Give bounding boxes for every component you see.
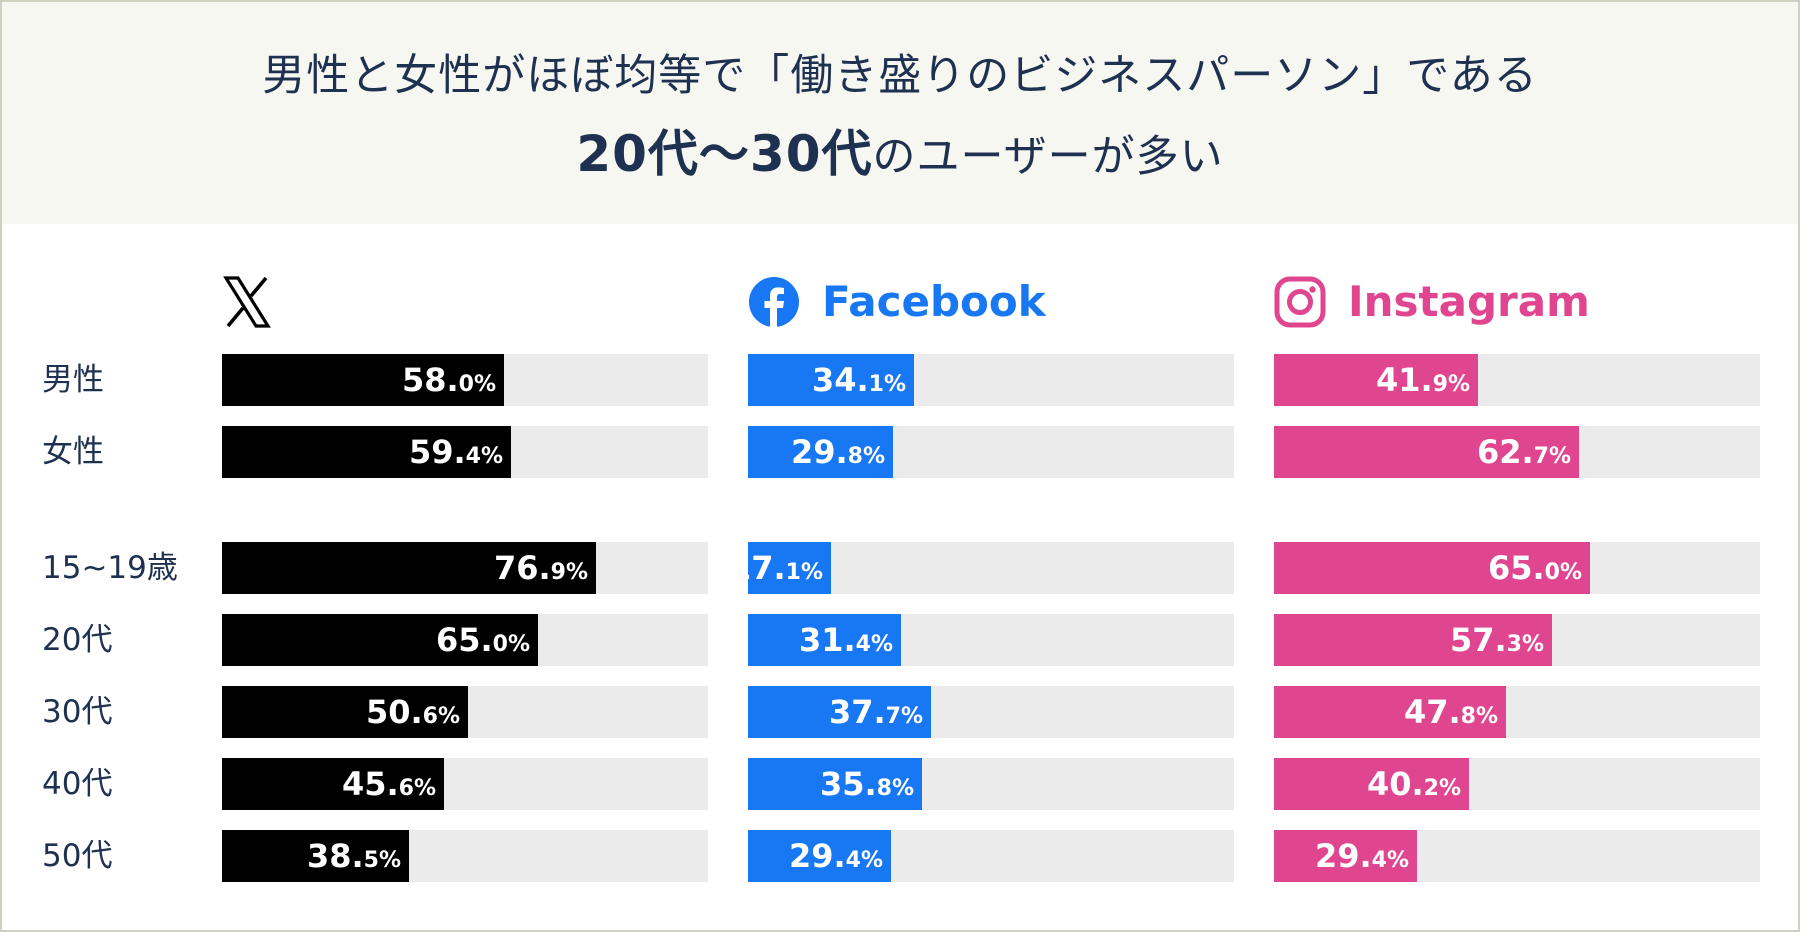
data-label: 50.6% bbox=[365, 693, 460, 731]
data-label: 40.2% bbox=[1366, 765, 1461, 803]
data-label: 47.8% bbox=[1403, 693, 1498, 731]
bar-track: 65.0% bbox=[222, 614, 708, 666]
instagram-icon bbox=[1274, 276, 1326, 328]
data-label: 58.0% bbox=[401, 361, 496, 399]
row-label: 50代 bbox=[42, 838, 113, 874]
bar-track: 50.6% bbox=[222, 686, 708, 738]
bar: 47.8% bbox=[1274, 686, 1506, 738]
x-logo-icon bbox=[223, 276, 271, 328]
bar: 59.4% bbox=[222, 426, 511, 478]
data-label: 76.9% bbox=[493, 549, 588, 587]
bar-track: 29.4% bbox=[1274, 830, 1760, 882]
bar: 45.6% bbox=[222, 758, 444, 810]
row-label: 15~19歳 bbox=[42, 550, 178, 586]
bar: 65.0% bbox=[222, 614, 538, 666]
bar-track: 34.1% bbox=[748, 354, 1234, 406]
bar: 31.4% bbox=[748, 614, 901, 666]
data-label: 37.7% bbox=[828, 693, 923, 731]
bar: 62.7% bbox=[1274, 426, 1579, 478]
bar: 58.0% bbox=[222, 354, 504, 406]
bar-track: 37.7% bbox=[748, 686, 1234, 738]
bar-track: 76.9% bbox=[222, 542, 708, 594]
data-label: 62.7% bbox=[1476, 433, 1571, 471]
data-label: 38.5% bbox=[306, 837, 401, 875]
bar-track: 41.9% bbox=[1274, 354, 1760, 406]
bar-track: 65.0% bbox=[1274, 542, 1760, 594]
bar: 57.3% bbox=[1274, 614, 1552, 666]
data-label: 31.4% bbox=[798, 621, 893, 659]
chart-title-rest: のユーザーが多い bbox=[872, 132, 1224, 182]
bar-track: 35.8% bbox=[748, 758, 1234, 810]
bar-track: 29.8% bbox=[748, 426, 1234, 478]
bar-track: 40.2% bbox=[1274, 758, 1760, 810]
bar: 35.8% bbox=[748, 758, 922, 810]
data-label: 34.1% bbox=[811, 361, 906, 399]
data-label: 59.4% bbox=[408, 433, 503, 471]
bar-track: 17.1% bbox=[729, 542, 1234, 594]
bar: 29.4% bbox=[748, 830, 891, 882]
bar: 29.4% bbox=[1274, 830, 1417, 882]
data-label: 57.3% bbox=[1449, 621, 1544, 659]
data-label: 41.9% bbox=[1375, 361, 1470, 399]
platform-name-instagram: Instagram bbox=[1348, 277, 1590, 326]
bar: 17.1% bbox=[729, 542, 831, 594]
data-label: 45.6% bbox=[341, 765, 436, 803]
data-label: 65.0% bbox=[1487, 549, 1582, 587]
bar: 41.9% bbox=[1274, 354, 1478, 406]
bar: 29.8% bbox=[748, 426, 893, 478]
bar: 50.6% bbox=[222, 686, 468, 738]
platform-name-facebook: Facebook bbox=[822, 277, 1046, 326]
row-label: 女性 bbox=[42, 434, 104, 470]
data-label: 17.1% bbox=[728, 549, 823, 587]
bar-track: 29.4% bbox=[748, 830, 1234, 882]
bar-track: 58.0% bbox=[222, 354, 708, 406]
title-banner: 男性と女性がほぼ均等で「働き盛りのビジネスパーソン」である 20代〜30代のユー… bbox=[2, 2, 1798, 224]
chart-title-line1: 男性と女性がほぼ均等で「働き盛りのビジネスパーソン」である bbox=[262, 51, 1538, 101]
row-label: 30代 bbox=[42, 694, 113, 730]
row-label: 20代 bbox=[42, 622, 113, 658]
bar: 76.9% bbox=[222, 542, 596, 594]
bar-track: 45.6% bbox=[222, 758, 708, 810]
chart-title-line2: 20代〜30代のユーザーが多い bbox=[2, 124, 1798, 187]
bar-track: 38.5% bbox=[222, 830, 708, 882]
row-label: 40代 bbox=[42, 766, 113, 802]
bar: 37.7% bbox=[748, 686, 931, 738]
bar-track: 59.4% bbox=[222, 426, 708, 478]
row-label: 男性 bbox=[42, 362, 104, 398]
chart-title-emphasis: 20代〜30代 bbox=[576, 125, 873, 183]
bar-track: 62.7% bbox=[1274, 426, 1760, 478]
data-label: 29.4% bbox=[1314, 837, 1409, 875]
bar-track: 31.4% bbox=[748, 614, 1234, 666]
facebook-icon bbox=[749, 277, 799, 327]
bar: 38.5% bbox=[222, 830, 409, 882]
bar: 40.2% bbox=[1274, 758, 1469, 810]
data-label: 65.0% bbox=[435, 621, 530, 659]
data-label: 29.8% bbox=[790, 433, 885, 471]
data-label: 29.4% bbox=[788, 837, 883, 875]
bar-track: 47.8% bbox=[1274, 686, 1760, 738]
bar-track: 57.3% bbox=[1274, 614, 1760, 666]
bar: 34.1% bbox=[748, 354, 914, 406]
data-label: 35.8% bbox=[819, 765, 914, 803]
bar: 65.0% bbox=[1274, 542, 1590, 594]
